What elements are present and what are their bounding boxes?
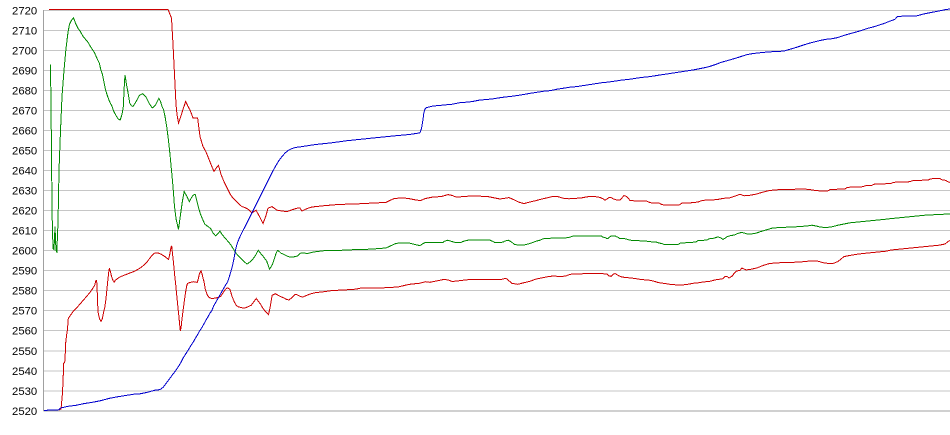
svg-text:2560: 2560 — [12, 326, 37, 338]
svg-text:2520: 2520 — [12, 406, 37, 418]
svg-text:2690: 2690 — [12, 65, 37, 77]
svg-text:2590: 2590 — [12, 266, 37, 278]
svg-text:2680: 2680 — [12, 85, 37, 97]
svg-text:2660: 2660 — [12, 126, 37, 138]
svg-text:2620: 2620 — [12, 206, 37, 218]
svg-text:2580: 2580 — [12, 286, 37, 298]
svg-text:2720: 2720 — [12, 5, 37, 17]
svg-text:2610: 2610 — [12, 226, 37, 238]
svg-text:2530: 2530 — [12, 386, 37, 398]
svg-text:2670: 2670 — [12, 105, 37, 117]
svg-text:2650: 2650 — [12, 146, 37, 158]
svg-text:2630: 2630 — [12, 186, 37, 198]
svg-text:2700: 2700 — [12, 45, 37, 57]
svg-text:2710: 2710 — [12, 25, 37, 37]
svg-text:2640: 2640 — [12, 166, 37, 178]
svg-text:2570: 2570 — [12, 306, 37, 318]
svg-text:2600: 2600 — [12, 246, 37, 258]
svg-text:2550: 2550 — [12, 346, 37, 358]
svg-text:2540: 2540 — [12, 366, 37, 378]
